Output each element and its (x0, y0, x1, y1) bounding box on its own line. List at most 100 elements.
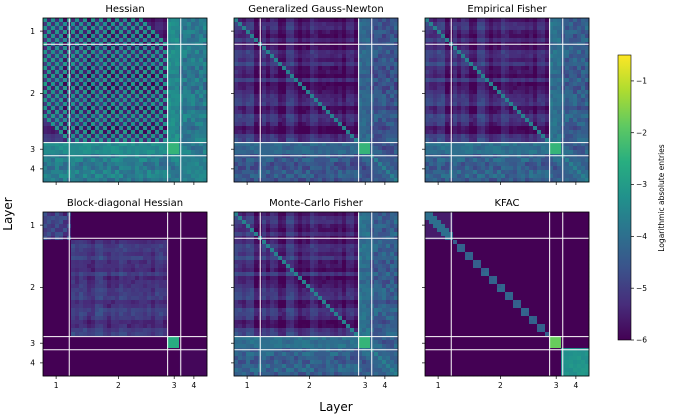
heatmap-cell (195, 30, 200, 35)
heatmap-cell (151, 158, 156, 163)
heatmap-cell (509, 86, 514, 91)
heatmap-cell (394, 70, 399, 75)
heatmap-cell (457, 122, 462, 127)
heatmap-cell (433, 166, 438, 171)
heatmap-cell (342, 170, 347, 175)
heatmap-cell (330, 66, 335, 71)
heatmap-cell (155, 94, 160, 99)
heatmap-cell (465, 50, 470, 55)
heatmap-cell (99, 98, 104, 103)
heatmap-cell (469, 90, 474, 95)
heatmap-cell (573, 62, 578, 67)
heatmap-cell (573, 138, 578, 143)
heatmap-cell (159, 58, 164, 63)
heatmap-cell (382, 22, 387, 27)
heatmap-cell (298, 122, 303, 127)
heatmap-cell (238, 54, 243, 59)
heatmap-cell (569, 78, 574, 83)
heatmap-cell (103, 122, 108, 127)
heatmap-cell (199, 166, 204, 171)
heatmap-cell (350, 94, 355, 99)
heatmap-cell (481, 150, 486, 155)
heatmap-cell (529, 66, 534, 71)
heatmap-cell (246, 46, 251, 51)
heatmap-cell (95, 142, 100, 147)
heatmap-cell (143, 134, 148, 139)
heatmap-cell (51, 102, 56, 107)
heatmap-cell (366, 130, 371, 135)
heatmap-cell (358, 122, 363, 127)
heatmap-cell (557, 46, 562, 51)
heatmap-cell (318, 62, 323, 67)
heatmap-cell (234, 70, 239, 75)
heatmap-cell (59, 94, 64, 99)
heatmap-cell (187, 46, 192, 51)
heatmap-cell (99, 94, 104, 99)
heatmap-cell (573, 126, 578, 131)
heatmap-cell (87, 70, 92, 75)
heatmap-cell (322, 118, 327, 123)
heatmap-cell (183, 46, 188, 51)
heatmap-cell (517, 102, 522, 107)
heatmap-cell (509, 134, 514, 139)
heatmap-cell (290, 114, 295, 119)
heatmap-cell (163, 102, 168, 107)
heatmap-cell (250, 166, 255, 171)
heatmap-cell (473, 150, 478, 155)
heatmap-cell (47, 138, 52, 143)
heatmap-cell (167, 22, 172, 27)
heatmap-cell (386, 106, 391, 111)
heatmap-cell (429, 46, 434, 51)
heatmap-cell (541, 102, 546, 107)
heatmap-cell (43, 178, 48, 183)
heatmap-cell (171, 138, 176, 143)
heatmap-cell (286, 114, 291, 119)
heatmap-cell (577, 38, 582, 43)
heatmap-cell (445, 170, 450, 175)
heatmap-cell (282, 178, 287, 183)
heatmap-cell (270, 174, 275, 179)
heatmap-cell (115, 26, 120, 31)
heatmap-cell (55, 26, 60, 31)
heatmap-cell (366, 30, 371, 35)
heatmap-cell (441, 118, 446, 123)
heatmap-cell (286, 58, 291, 63)
heatmap-cell (334, 114, 339, 119)
heatmap-cell (294, 134, 299, 139)
heatmap-cell (481, 34, 486, 39)
heatmap-cell (195, 78, 200, 83)
heatmap-cell (525, 54, 530, 59)
heatmap-cell (306, 74, 311, 79)
heatmap-cell (569, 74, 574, 79)
heatmap-cell (382, 130, 387, 135)
heatmap-cell (79, 118, 84, 123)
heatmap-cell (386, 26, 391, 31)
heatmap-cell (298, 30, 303, 35)
heatmap-cell (569, 102, 574, 107)
heatmap-cell (374, 118, 379, 123)
heatmap-cell (505, 30, 510, 35)
heatmap-cell (115, 126, 120, 131)
heatmap-cell (159, 78, 164, 83)
heatmap-cell (326, 18, 331, 23)
heatmap-cell (425, 30, 430, 35)
heatmap-cell (533, 146, 538, 151)
heatmap-cell (493, 58, 498, 63)
heatmap-cell (310, 70, 315, 75)
heatmap-cell (250, 34, 255, 39)
heatmap-cell (143, 94, 148, 99)
heatmap-cell (254, 46, 259, 51)
heatmap-cell (282, 142, 287, 147)
heatmap-cell (242, 58, 247, 63)
heatmap-cell (294, 74, 299, 79)
heatmap-cell (509, 118, 514, 123)
heatmap-cell (75, 174, 80, 179)
heatmap-cell (505, 78, 510, 83)
heatmap-cell (314, 94, 319, 99)
heatmap-cell (489, 62, 494, 67)
heatmap-cell (274, 146, 279, 151)
heatmap-cell (330, 122, 335, 127)
heatmap-cell (350, 118, 355, 123)
heatmap-cell (394, 110, 399, 115)
heatmap-cell (585, 162, 590, 167)
